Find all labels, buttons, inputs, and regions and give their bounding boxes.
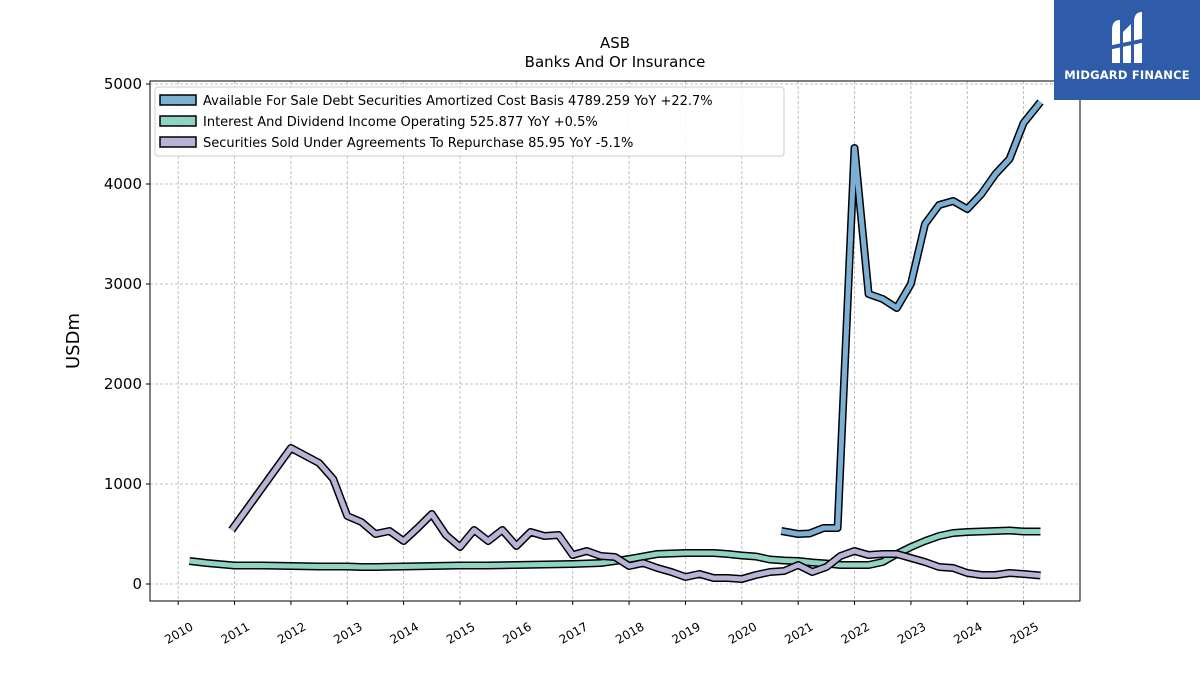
legend-swatch	[160, 137, 196, 147]
x-tick-label: 2022	[839, 619, 872, 646]
x-tick-label: 2016	[500, 619, 533, 646]
y-tick-label: 4000	[104, 175, 142, 193]
legend-label: Interest And Dividend Income Operating 5…	[203, 115, 598, 130]
x-tick-label: 2025	[1008, 619, 1041, 646]
x-tick-label: 2019	[670, 619, 703, 646]
x-axis-ticks: 2010 2011 2012 2013 2014 2015 2016 2017 2018 2019…	[162, 601, 1041, 647]
legend-label: Available For Sale Debt Securities Amort…	[203, 94, 713, 109]
legend-label: Securities Sold Under Agreements To Repu…	[203, 136, 633, 151]
chart-title: ASB	[600, 34, 630, 52]
x-tick-label: 2024	[951, 619, 984, 646]
y-tick-label: 3000	[104, 275, 142, 293]
x-tick-label: 2023	[895, 619, 928, 646]
y-tick-label: 5000	[104, 75, 142, 93]
plot-frame	[150, 81, 1080, 601]
legend-swatch	[160, 116, 196, 126]
midgard-logo-icon	[1102, 8, 1152, 68]
x-tick-label: 2011	[219, 619, 252, 646]
y-tick-label: 2000	[104, 375, 142, 393]
x-tick-label: 2014	[388, 619, 421, 646]
y-axis-ticks: 0 1000 2000 3000 4000 5000	[104, 75, 150, 593]
x-tick-label: 2020	[726, 619, 759, 646]
x-tick-label: 2017	[557, 619, 590, 646]
grid	[150, 81, 1080, 601]
x-tick-label: 2010	[162, 619, 195, 646]
x-tick-label: 2013	[331, 619, 364, 646]
y-tick-label: 1000	[104, 475, 142, 493]
x-tick-label: 2012	[275, 619, 308, 646]
chart: ASB Banks And Or Insurance 0 1000 2000 3000…	[0, 0, 1200, 675]
x-tick-label: 2021	[782, 619, 815, 646]
legend-swatch	[160, 95, 196, 105]
brand-logo: MIDGARD FINANCE	[1054, 0, 1200, 100]
x-tick-label: 2018	[613, 619, 646, 646]
chart-subtitle: Banks And Or Insurance	[525, 53, 706, 71]
y-tick-label: 0	[132, 575, 142, 593]
legend: Available For Sale Debt Securities Amort…	[155, 87, 784, 156]
logo-text: MIDGARD FINANCE	[1054, 68, 1200, 82]
x-tick-label: 2015	[444, 619, 477, 646]
y-axis-label: USDm	[63, 313, 84, 369]
series-lines	[190, 102, 1041, 579]
